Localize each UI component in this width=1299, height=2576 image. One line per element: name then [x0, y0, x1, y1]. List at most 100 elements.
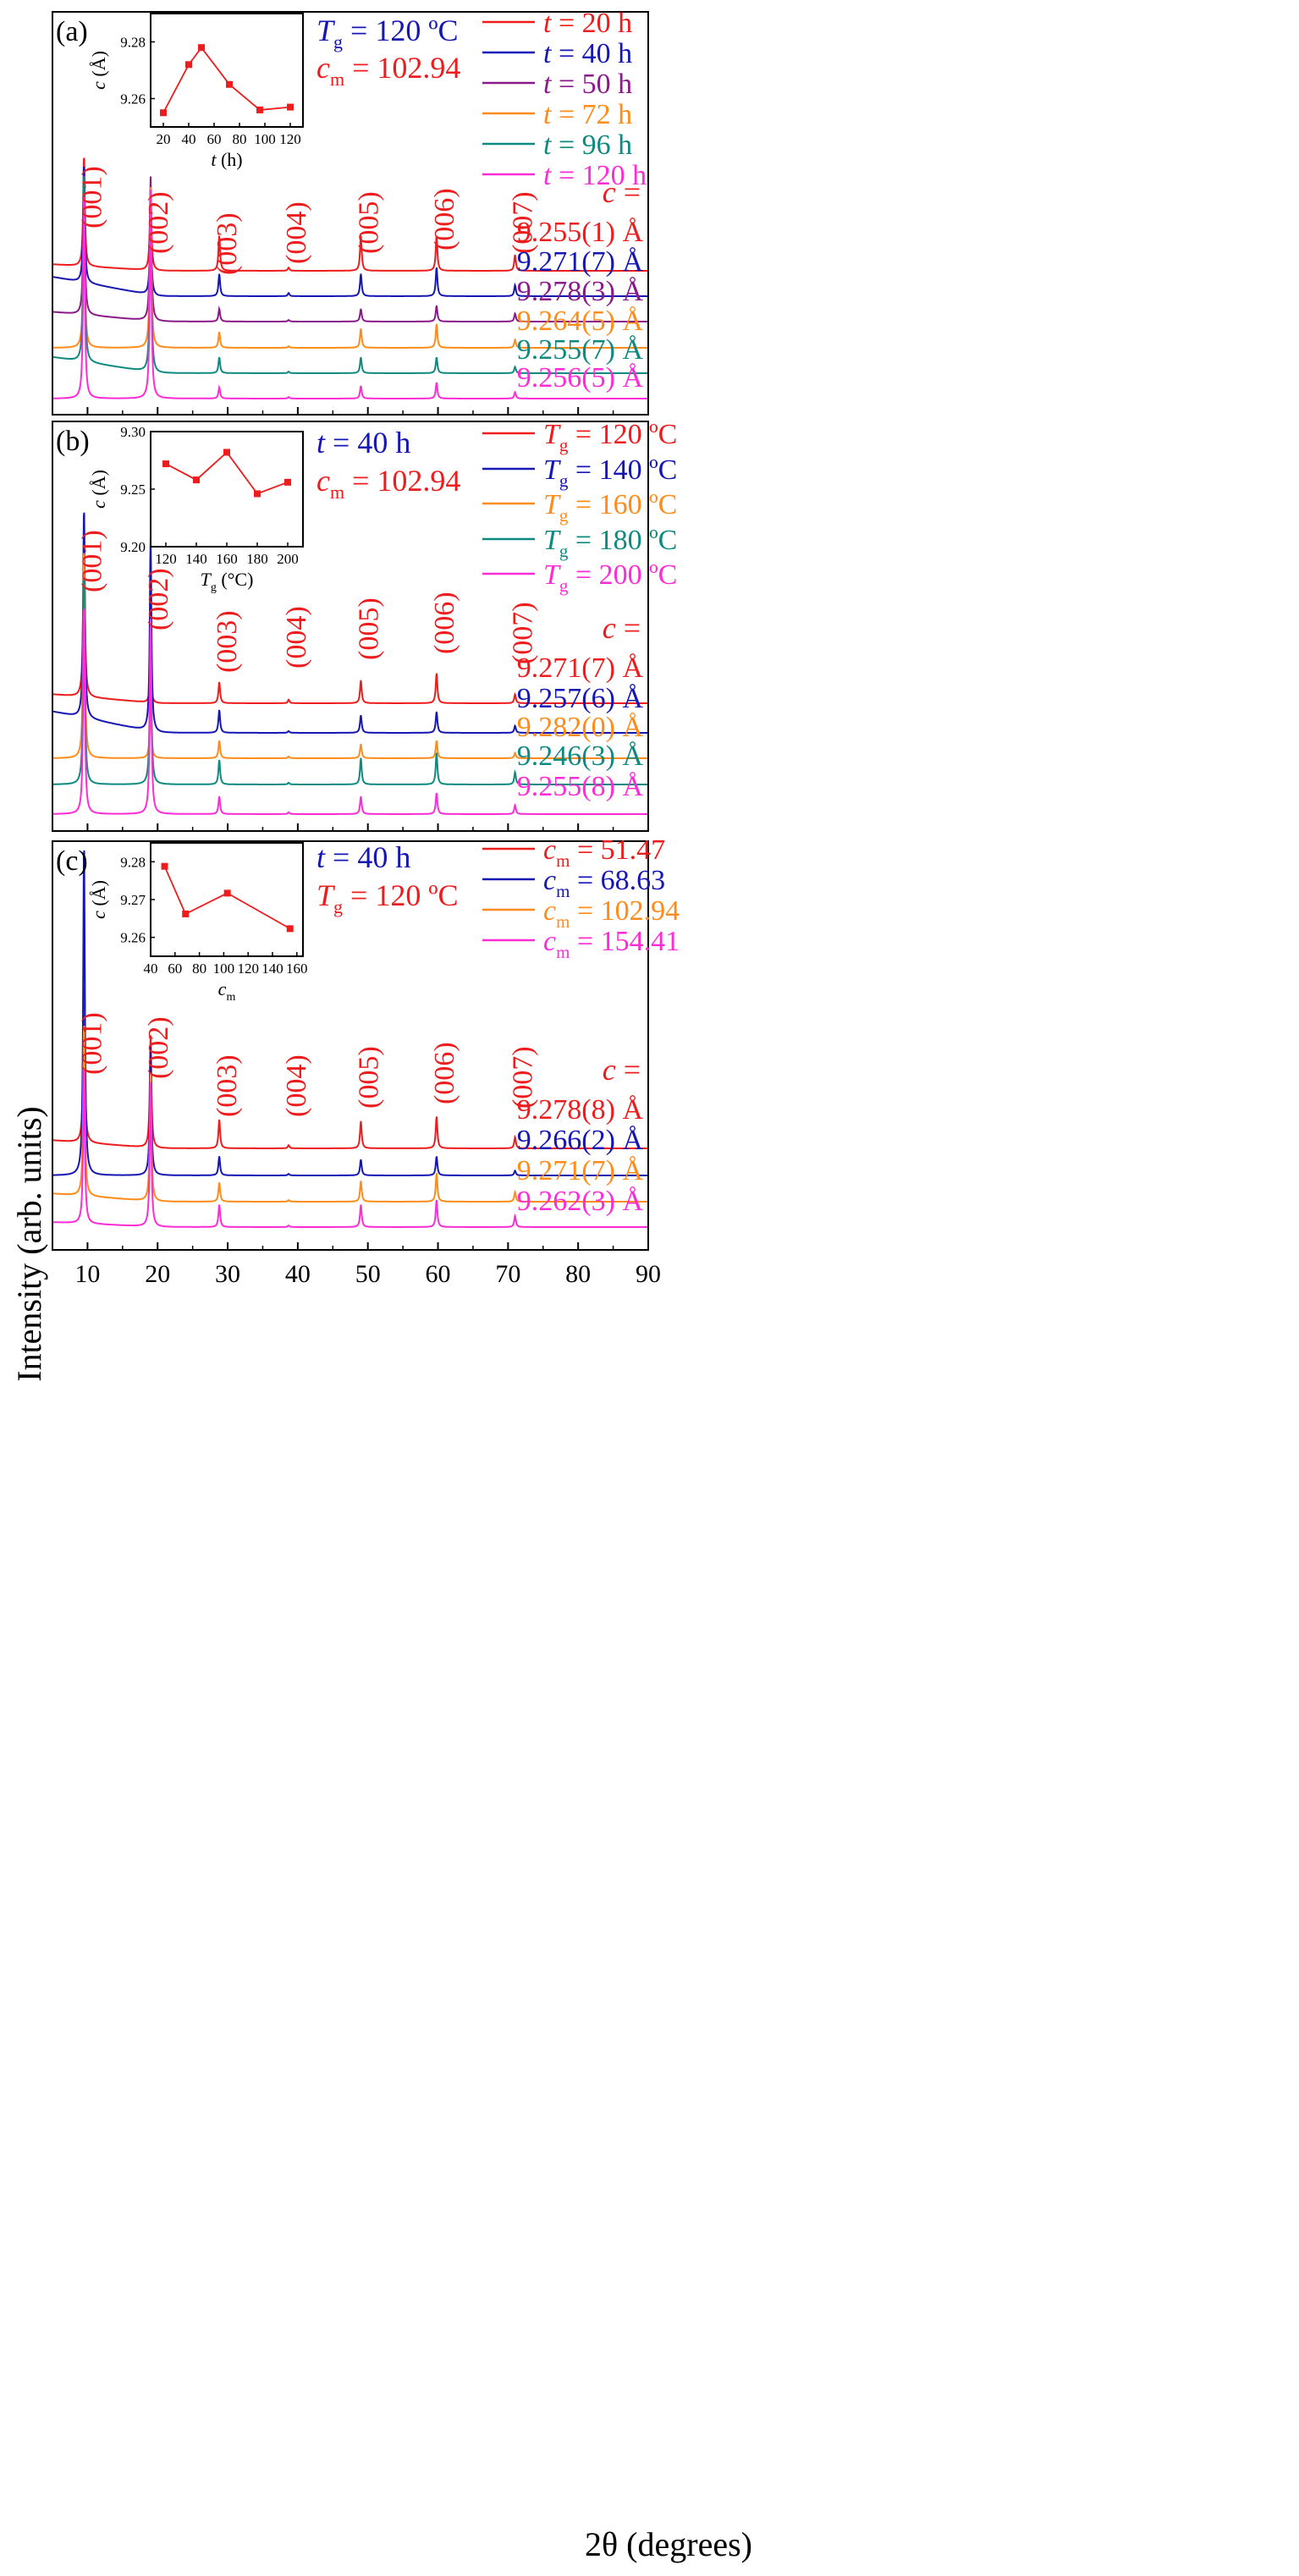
legend-entry: Tg = 180 ºC — [543, 525, 677, 561]
inset-frame — [150, 13, 304, 128]
peak-label: (006) — [429, 592, 460, 654]
label-rest: = 160 ºC — [568, 489, 677, 520]
c-header: c = — [603, 1053, 641, 1087]
x-tick-label: 20 — [145, 1260, 170, 1288]
trace-6 — [53, 190, 647, 399]
label-symbol: t — [316, 426, 326, 460]
inset-marker — [193, 476, 200, 484]
inset-marker — [226, 80, 233, 88]
panel-title-line: cm = 102.94 — [316, 464, 460, 503]
peak-label: (001) — [76, 166, 107, 228]
label-subscript: m — [556, 911, 570, 932]
label-rest: (Å) — [88, 51, 109, 81]
x-tick-label: 80 — [565, 1260, 591, 1288]
x-tick-label: 60 — [426, 1260, 451, 1288]
label-symbol: t — [543, 69, 553, 100]
label-subscript: m — [330, 482, 344, 503]
peak-label: (003) — [212, 212, 243, 275]
c-value-label: 9.262(3) Å — [517, 1186, 644, 1217]
label-rest: = 68.63 — [570, 865, 665, 896]
inset-y-tick-label: 9.26 — [120, 930, 146, 946]
peak-label: (002) — [143, 191, 174, 254]
label-rest: = 120 h — [551, 160, 647, 191]
label-rest: = 96 h — [551, 129, 632, 161]
inset-x-label: Tg (°C) — [201, 569, 254, 594]
label-rest: = 20 h — [551, 8, 632, 39]
peak-label: (004) — [281, 606, 312, 669]
label-subscript: g — [333, 896, 343, 917]
x-tick-label: 10 — [74, 1260, 100, 1288]
label-subscript: m — [556, 850, 570, 871]
label-symbol: t — [543, 38, 553, 69]
peak-label: (007) — [508, 602, 539, 664]
inset-x-tick-label: 200 — [277, 551, 299, 567]
inset-x-tick-label: 120 — [279, 131, 301, 147]
label-symbol: T — [316, 878, 336, 912]
inset-marker — [161, 862, 168, 870]
inset-y-tick-label: 9.28 — [120, 35, 146, 51]
peak-label: (006) — [429, 188, 460, 250]
c-value-label: 9.278(3) Å — [517, 276, 644, 307]
inset-marker — [223, 889, 231, 897]
c-value-label: 9.246(3) Å — [517, 740, 644, 772]
c-value-label: 9.266(2) Å — [517, 1125, 644, 1156]
label-symbol: t — [543, 129, 553, 161]
label-rest: = 51.47 — [570, 834, 665, 866]
label-symbol: T — [543, 419, 561, 450]
inset-marker — [223, 449, 230, 456]
inset-y-tick-label: 9.26 — [120, 91, 146, 107]
inset-marker — [160, 109, 167, 117]
inset-line — [163, 866, 291, 930]
inset-marker — [286, 925, 294, 933]
peak-label: (002) — [143, 568, 174, 630]
label-rest: = 140 ºC — [568, 454, 677, 486]
inset-x-tick-label: 40 — [182, 131, 196, 147]
peak-label: (003) — [212, 1054, 243, 1117]
inset-x-tick-label: 100 — [254, 131, 276, 147]
label-symbol: T — [201, 569, 212, 590]
label-symbol: T — [543, 525, 561, 556]
label-symbol: T — [543, 489, 561, 520]
label-symbol: t — [543, 99, 553, 130]
label-symbol: c — [603, 175, 616, 209]
label-rest: = 200 ºC — [568, 559, 677, 591]
inset-y-label: c (Å) — [88, 51, 109, 90]
panel-label: (b) — [56, 426, 90, 457]
label-rest: = 120 ºC — [568, 419, 677, 450]
inset-frame — [150, 431, 304, 548]
c-value-label: 9.255(7) Å — [517, 334, 644, 366]
inset-x-label: cm — [218, 978, 236, 1004]
label-rest: (°C) — [217, 569, 254, 590]
legend-entry: t = 96 h — [543, 129, 632, 161]
c-value-label: 9.278(8) Å — [517, 1094, 644, 1126]
label-subscript: g — [559, 541, 569, 561]
label-subscript: m — [226, 991, 235, 1004]
c-value-label: 9.271(7) Å — [517, 652, 644, 684]
x-axis-label: 2θ (degrees) — [585, 2525, 752, 2563]
legend-entry: Tg = 140 ºC — [543, 454, 677, 491]
panel-title-line: Tg = 120 ºC — [316, 878, 459, 917]
label-subscript: m — [556, 881, 570, 901]
panel-frame — [52, 11, 649, 416]
label-subscript: m — [556, 942, 570, 962]
inset-marker — [287, 103, 294, 111]
label-subscript: g — [559, 471, 569, 491]
inset: 120 140 160 180 200 9.20 9.25 9.30 Tg (°C) c (Å) — [88, 424, 304, 594]
panel-title-line: Tg = 120 ºC — [316, 14, 459, 52]
panel-title-line: t = 40 h — [316, 840, 410, 874]
x-tick-label: 40 — [285, 1260, 311, 1288]
inset-frame — [150, 842, 304, 957]
legend-entry: t = 72 h — [543, 99, 632, 130]
label-rest: = 180 ºC — [568, 525, 677, 556]
inset-x-tick-label: 140 — [185, 551, 207, 567]
label-rest: = 72 h — [551, 99, 632, 130]
label-rest: = 102.94 — [344, 464, 460, 498]
label-symbol: T — [316, 14, 336, 47]
peak-label: (005) — [353, 1046, 384, 1109]
label-symbol: c — [543, 895, 556, 927]
label-subscript: g — [559, 505, 569, 526]
c-header: c = — [603, 175, 641, 209]
inset-x-tick-label: 160 — [216, 551, 238, 567]
